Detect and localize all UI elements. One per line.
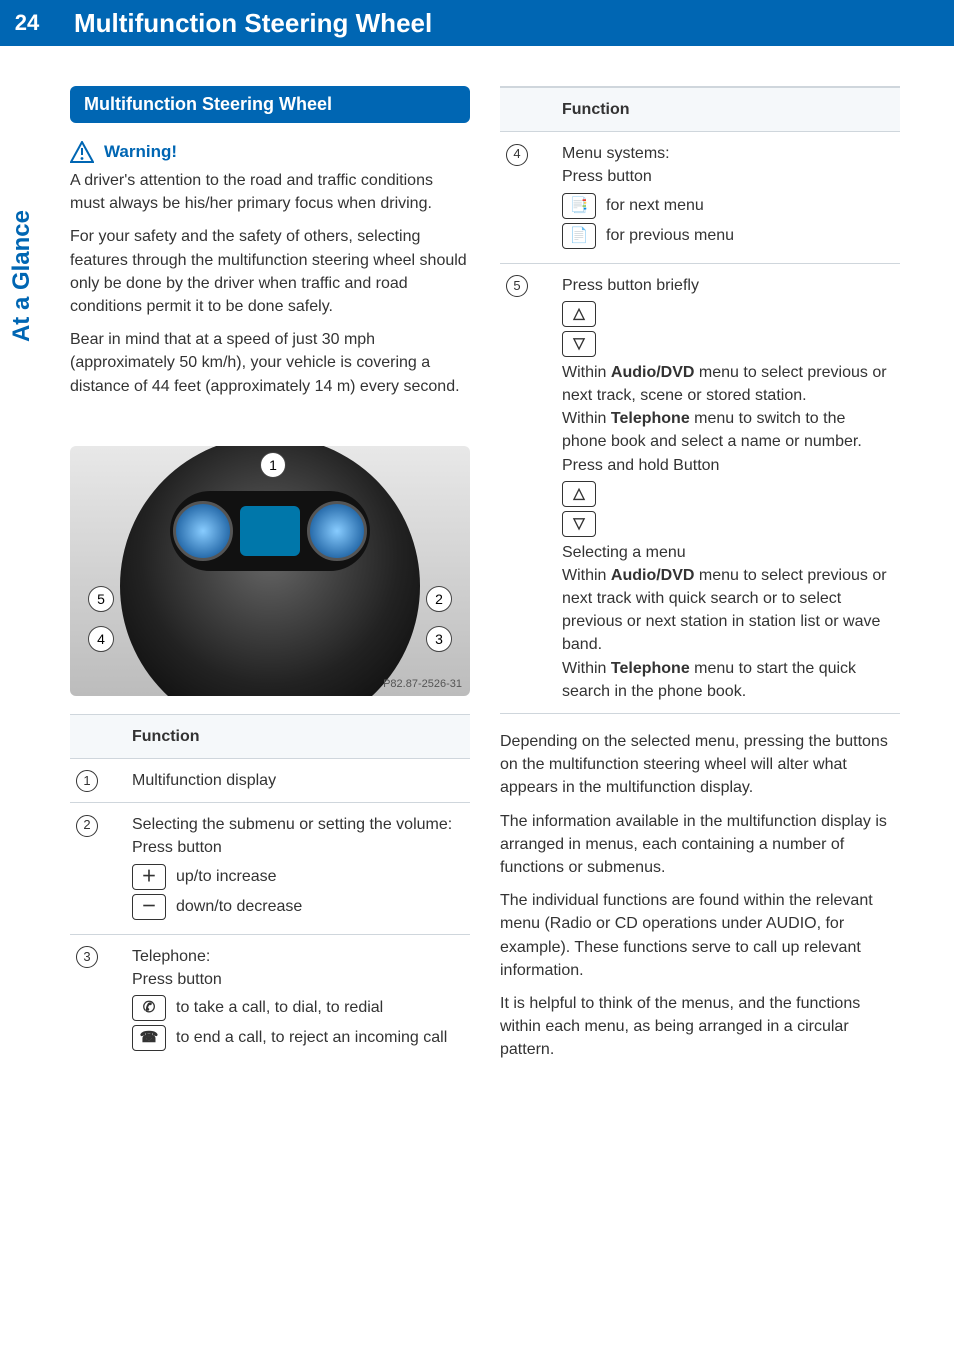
row-text: Within Audio/DVD menu to select previous…: [562, 564, 894, 657]
table-header-blank: [70, 714, 126, 758]
right-table-wrap: Function 4 Menu systems: Press button 📑 …: [500, 86, 900, 714]
page-number: 24: [0, 0, 54, 46]
side-tab: At a Glance: [8, 210, 36, 342]
steering-wheel-figure: 1 2 3 4 5 P82.87-2526-31: [70, 446, 470, 696]
section-title: Multifunction Steering Wheel: [70, 86, 470, 123]
figure-id: P82.87-2526-31: [383, 678, 462, 690]
row-text: Press button briefly: [562, 274, 894, 297]
warning-box: Warning! A driver's attention to the roa…: [70, 141, 470, 418]
warning-icon: [70, 141, 94, 163]
row-number: 3: [76, 946, 98, 968]
button-label: up/to increase: [176, 865, 277, 888]
row-text: Within Telephone menu to switch to the p…: [562, 407, 894, 453]
row-text: Selecting a menu: [562, 541, 894, 564]
button-row: ✆ to take a call, to dial, to redial: [132, 995, 464, 1021]
button-label: for next menu: [606, 194, 704, 217]
callout-1: 1: [260, 452, 286, 478]
button-label: for previous menu: [606, 224, 734, 247]
table-row: 4 Menu systems: Press button 📑 for next …: [500, 132, 900, 263]
table-header-blank: [500, 88, 556, 132]
row-text: Menu systems:: [562, 142, 894, 165]
warning-heading: Warning!: [70, 141, 470, 163]
row-text: Multifunction display: [126, 758, 470, 802]
body-para: The information available in the multifu…: [500, 810, 900, 880]
warning-label: Warning!: [104, 142, 177, 162]
button-label: to take a call, to dial, to redial: [176, 996, 383, 1019]
right-column: Function 4 Menu systems: Press button 📑 …: [500, 86, 900, 1071]
callout-2: 2: [426, 586, 452, 612]
warning-para: Bear in mind that at a speed of just 30 …: [70, 328, 470, 398]
down-icon: ▽: [562, 331, 596, 357]
row-text: Press and hold Button: [562, 454, 894, 477]
body-para: Depending on the selected menu, pressing…: [500, 730, 900, 800]
row-text: Within Audio/DVD menu to select previous…: [562, 361, 894, 407]
warning-para: A driver's attention to the road and tra…: [70, 169, 470, 215]
row-number: 1: [76, 770, 98, 792]
center-display: [240, 506, 300, 556]
button-row: ＋ up/to increase: [132, 864, 464, 890]
button-row: － down/to decrease: [132, 894, 464, 920]
left-function-table: Function 1 Multifunction display 2 Selec…: [70, 714, 470, 1065]
row-number: 5: [506, 275, 528, 297]
callout-5: 5: [88, 586, 114, 612]
warning-para: For your safety and the safety of others…: [70, 225, 470, 318]
row-text: Selecting the submenu or setting the vol…: [132, 813, 464, 836]
table-row: 1 Multifunction display: [70, 758, 470, 802]
button-row: ☎ to end a call, to reject an incoming c…: [132, 1025, 464, 1051]
body-para: The individual functions are found withi…: [500, 889, 900, 982]
minus-icon: －: [132, 894, 166, 920]
wheel-graphic: [120, 446, 420, 696]
instrument-cluster: [170, 491, 370, 571]
plus-icon: ＋: [132, 864, 166, 890]
table-header-function: Function: [556, 88, 900, 132]
table-row: 5 Press button briefly △ ▽ Within Audio/…: [500, 263, 900, 713]
table-row: 2 Selecting the submenu or setting the v…: [70, 803, 470, 934]
row-number: 4: [506, 144, 528, 166]
row-text: Within Telephone menu to start the quick…: [562, 657, 894, 703]
next-menu-icon: 📑: [562, 193, 596, 219]
body-para: It is helpful to think of the menus, and…: [500, 992, 900, 1062]
dial-right: [307, 501, 367, 561]
up-icon: △: [562, 301, 596, 327]
callout-4: 4: [88, 626, 114, 652]
body-paragraphs: Depending on the selected menu, pressing…: [500, 730, 900, 1071]
up-icon: △: [562, 481, 596, 507]
row-text: Press button: [132, 968, 464, 991]
callout-3: 3: [426, 626, 452, 652]
call-accept-icon: ✆: [132, 995, 166, 1021]
row-text: Press button: [562, 165, 894, 188]
table-header-function: Function: [126, 714, 470, 758]
content-area: Multifunction Steering Wheel Warning! A …: [0, 46, 954, 1111]
button-label: to end a call, to reject an incoming cal…: [176, 1026, 447, 1049]
button-row: 📄 for previous menu: [562, 223, 894, 249]
dial-left: [173, 501, 233, 561]
table-row: 3 Telephone: Press button ✆ to take a ca…: [70, 934, 470, 1065]
button-row: 📑 for next menu: [562, 193, 894, 219]
row-text: Telephone:: [132, 945, 464, 968]
button-label: down/to decrease: [176, 895, 302, 918]
row-number: 2: [76, 815, 98, 837]
left-column: Multifunction Steering Wheel Warning! A …: [70, 86, 470, 1071]
row-text: Press button: [132, 836, 464, 859]
page-title: Multifunction Steering Wheel: [54, 0, 954, 46]
page-header: 24 Multifunction Steering Wheel: [0, 0, 954, 46]
call-end-icon: ☎: [132, 1025, 166, 1051]
prev-menu-icon: 📄: [562, 223, 596, 249]
down-icon: ▽: [562, 511, 596, 537]
right-function-table: Function 4 Menu systems: Press button 📑 …: [500, 87, 900, 713]
